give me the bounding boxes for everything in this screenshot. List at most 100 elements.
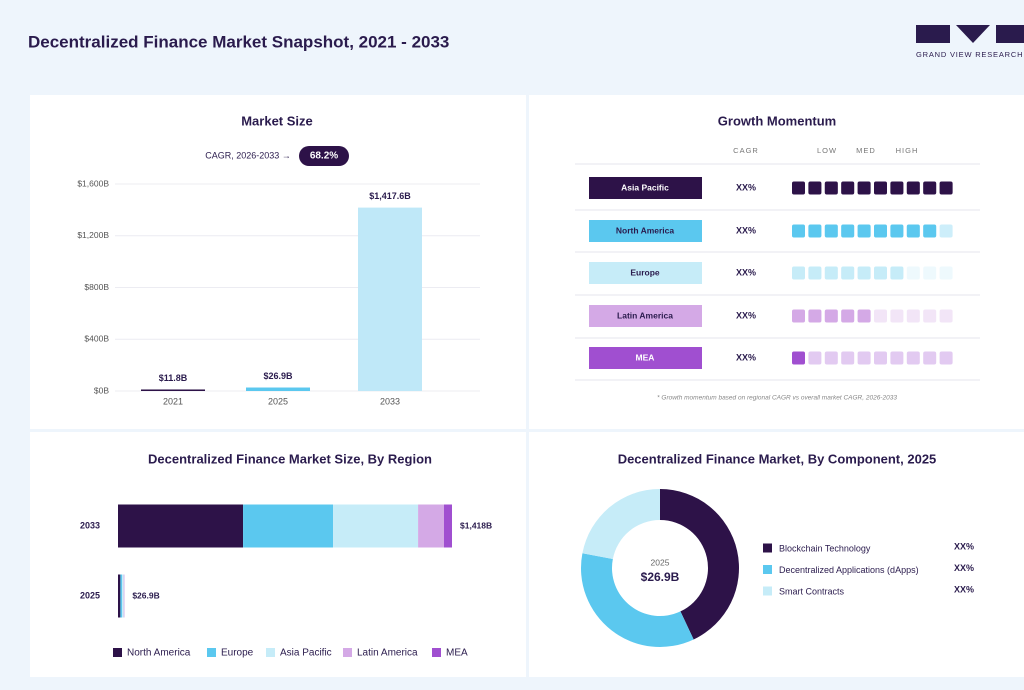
x-tick-label: 2021: [163, 396, 183, 406]
value-label: $26.9B: [263, 371, 293, 381]
logo-block: [996, 25, 1024, 43]
chart-title: Decentralized Finance Market, By Compone…: [618, 451, 937, 466]
y-tick-label: $400B: [84, 334, 109, 344]
footnote: * Growth momentum based on regional CAGR…: [657, 395, 897, 402]
chart-title: Market Size: [241, 113, 313, 128]
y-tick-label: 2025: [80, 590, 100, 600]
legend-label: Latin America: [357, 648, 418, 659]
level-slot: [907, 352, 920, 365]
level-square: [907, 225, 920, 238]
level-square: [808, 310, 821, 323]
cagr-value: XX%: [736, 225, 756, 235]
level-square: [874, 182, 887, 195]
cagr-value: 68.2%: [310, 151, 338, 162]
column-header: HIGH: [896, 146, 919, 155]
cagr-label: CAGR, 2026-2033 →: [205, 150, 291, 160]
share-label: XX%: [954, 584, 974, 594]
level-slot: [940, 267, 953, 280]
bar-segment: [120, 575, 122, 618]
level-square: [825, 225, 838, 238]
legend-label: Europe: [221, 648, 254, 659]
level-square: [792, 182, 805, 195]
level-slot: [890, 352, 903, 365]
level-bar: [792, 310, 871, 323]
legend-swatch: [343, 648, 352, 657]
level-slot: [940, 225, 953, 238]
legend-label: Blockchain Technology: [779, 543, 871, 553]
bar-segment: [118, 505, 243, 548]
value-label: $11.8B: [159, 373, 188, 383]
level-slot: [858, 352, 871, 365]
level-square: [825, 310, 838, 323]
level-square: [792, 310, 805, 323]
level-square: [858, 310, 871, 323]
share-label: XX%: [954, 541, 974, 551]
logo: GRAND VIEW RESEARCH: [916, 25, 1024, 59]
legend-label: Decentralized Applications (dApps): [779, 565, 919, 575]
level-slot: [808, 352, 821, 365]
total-label: $26.9B: [132, 590, 159, 600]
y-tick-label: $0B: [94, 385, 109, 395]
bar-segment: [243, 505, 333, 548]
column-header: LOW: [817, 146, 837, 155]
level-square: [841, 225, 854, 238]
level-square: [841, 310, 854, 323]
center-value: $26.9B: [641, 570, 680, 584]
logo-block: [956, 25, 990, 43]
x-tick-label: 2025: [268, 396, 288, 406]
level-slot: [874, 310, 887, 323]
legend-label: MEA: [446, 648, 468, 659]
x-tick-label: 2033: [380, 396, 400, 406]
bar-segment: [418, 505, 444, 548]
legend-swatch: [763, 544, 772, 553]
total-label: $1,418B: [460, 520, 492, 530]
chart-title: Growth Momentum: [718, 113, 836, 128]
level-square: [923, 182, 936, 195]
level-square: [874, 225, 887, 238]
region-label: North America: [616, 225, 675, 235]
bar-segment: [118, 575, 120, 618]
level-square: [792, 267, 805, 280]
level-slot: [907, 310, 920, 323]
level-slot: [923, 352, 936, 365]
column-header: MED: [856, 146, 876, 155]
y-tick-label: $800B: [84, 282, 109, 292]
bar: [246, 388, 310, 391]
cagr-value: XX%: [736, 267, 756, 277]
level-square: [890, 267, 903, 280]
level-slot: [874, 352, 887, 365]
region-label: MEA: [636, 352, 655, 362]
region-label: Asia Pacific: [621, 182, 669, 192]
page-title: Decentralized Finance Market Snapshot, 2…: [28, 32, 449, 51]
bar-segment: [122, 575, 124, 618]
bar-segment: [444, 505, 452, 548]
level-square: [825, 267, 838, 280]
level-slot: [907, 267, 920, 280]
bar-segment: [333, 505, 418, 548]
value-label: $1,417.6B: [369, 191, 411, 201]
logo-block: [916, 25, 950, 43]
level-bar: [792, 225, 936, 238]
panel: [30, 432, 526, 677]
level-slot: [940, 352, 953, 365]
level-slot: [825, 352, 838, 365]
level-square: [923, 225, 936, 238]
level-slot: [923, 310, 936, 323]
y-tick-label: $1,600B: [77, 178, 109, 188]
bar: [358, 208, 422, 391]
level-square: [890, 182, 903, 195]
region-label: Europe: [630, 267, 660, 277]
chart-title: Decentralized Finance Market Size, By Re…: [148, 451, 432, 466]
column-header: CAGR: [733, 146, 759, 155]
y-tick-label: 2033: [80, 520, 100, 530]
y-tick-label: $1,200B: [77, 230, 109, 240]
share-label: XX%: [954, 563, 974, 573]
legend-swatch: [113, 648, 122, 657]
level-slot: [841, 352, 854, 365]
legend-swatch: [266, 648, 275, 657]
level-bar: [792, 267, 903, 280]
level-square: [825, 182, 838, 195]
cagr-value: XX%: [736, 310, 756, 320]
